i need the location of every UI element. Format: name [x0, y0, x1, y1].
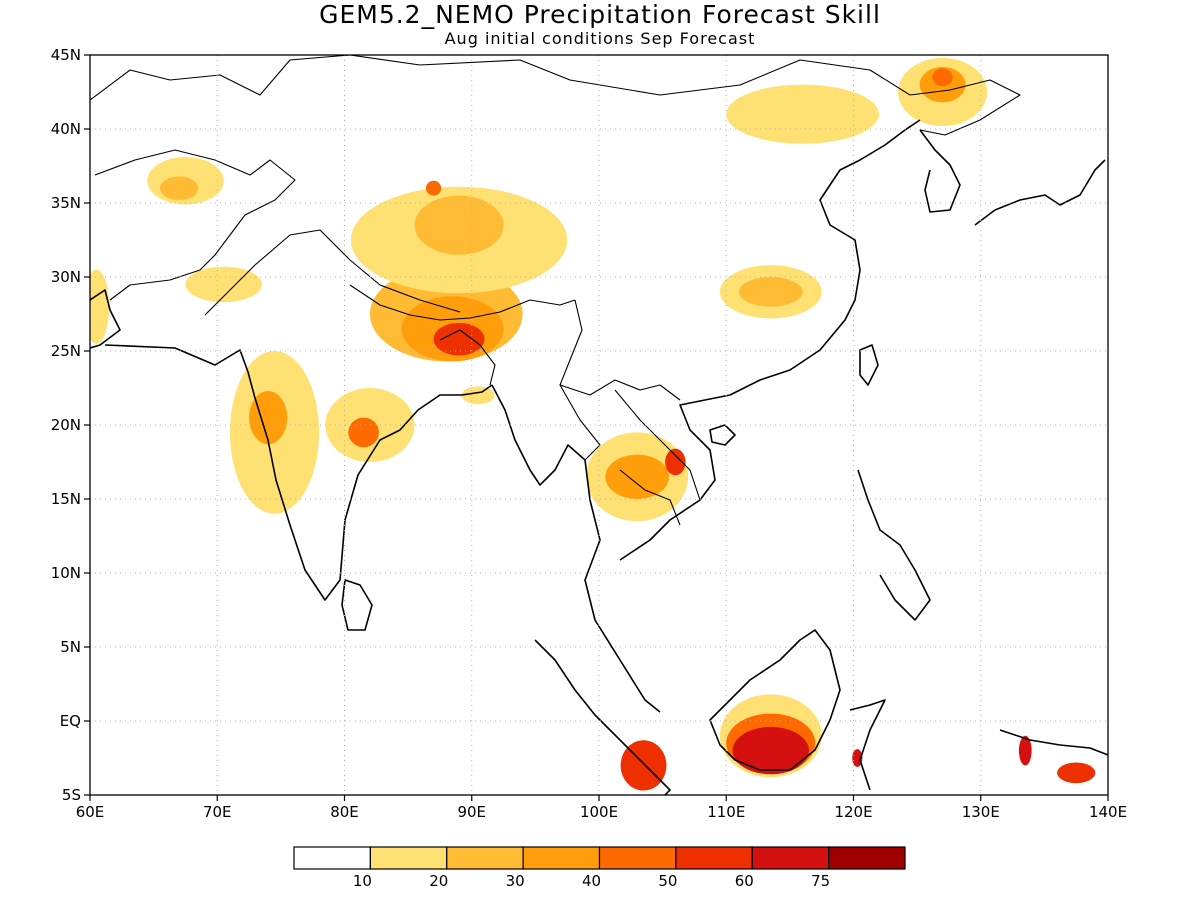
lon-tick-label: 70E: [203, 803, 232, 821]
coastline-indochina: [619, 119, 921, 561]
lon-tick-label: 110E: [707, 803, 745, 821]
skill-region-central-china: [738, 277, 803, 307]
border-pakistan-india: [204, 229, 351, 316]
colorbar-swatch: [751, 846, 830, 870]
colorbar-swatch: [446, 846, 524, 870]
border-mongolia-china: [349, 55, 911, 96]
lat-tick-label: 5S: [62, 786, 81, 804]
skill-region-new-guinea: [1057, 762, 1096, 784]
coastline-borneo: [709, 629, 841, 771]
skill-region-arabian-coast: [90, 269, 110, 344]
skill-region-afghanistan: [159, 176, 199, 201]
coastline-hainan: [709, 424, 736, 446]
lat-tick-label: 45N: [51, 46, 81, 64]
skill-region-western-india: [249, 390, 288, 445]
coastline-sumatra: [534, 639, 671, 795]
skill-region-eastern-india: [348, 417, 379, 448]
map-title: GEM5.2_NEMO Precipitation Forecast Skill: [319, 0, 881, 29]
colorbar-label: 50: [658, 872, 677, 890]
skill-region-himalaya-foothills: [433, 322, 485, 356]
colorbar-swatch: [598, 846, 677, 870]
skill-region-north-china: [726, 84, 879, 144]
coastline-korea: [919, 129, 961, 213]
border-thai-cambodia: [619, 469, 681, 526]
border-himalaya: [349, 284, 576, 321]
coastline-newguinea: [999, 729, 1108, 756]
colorbar-swatch: [369, 846, 448, 870]
border-afghanistan: [94, 149, 296, 301]
lon-tick-label: 140E: [1089, 803, 1127, 821]
lat-tick-label: 25N: [51, 342, 81, 360]
border-china-ne: [909, 79, 1021, 136]
lat-tick-label: 30N: [51, 268, 81, 286]
border-burma-thai: [559, 384, 601, 461]
skill-region-tibet-plateau: [414, 195, 504, 255]
lon-tick-label: 130E: [962, 803, 1000, 821]
lon-tick-label: 90E: [457, 803, 486, 821]
colorbar-label: 20: [429, 872, 448, 890]
colorbar-swatch: [675, 846, 753, 870]
colorbar-label: 75: [811, 872, 830, 890]
colorbar-swatch: [828, 846, 906, 870]
border-bangladesh: [439, 329, 496, 386]
skill-region-laos-vietnam: [665, 448, 686, 476]
colorbar-label: 40: [582, 872, 601, 890]
coastline-taiwan: [859, 344, 879, 386]
coastline-arabia-persia: [90, 289, 121, 349]
lat-tick-label: EQ: [60, 712, 81, 730]
skill-region-indochina: [605, 454, 669, 499]
lon-tick-label: 100E: [580, 803, 618, 821]
coastline-japan: [974, 159, 1106, 226]
skill-region-pakistan: [185, 266, 262, 303]
coastline-srilanka: [341, 579, 373, 631]
skill-region-bay-of-bengal-coast: [461, 386, 495, 405]
lat-tick-label: 15N: [51, 490, 81, 508]
border-nepal: [349, 259, 461, 313]
lat-tick-label: 10N: [51, 564, 81, 582]
border-laos: [614, 389, 701, 501]
coastline-philippines: [857, 469, 931, 621]
border-burma-china: [559, 299, 681, 401]
skill-region-sulawesi: [852, 749, 863, 767]
skill-region-tibet-plateau: [425, 180, 442, 196]
border-central-asia: [90, 55, 351, 101]
colorbar-swatch: [293, 846, 371, 870]
colorbar-swatch: [522, 846, 601, 870]
map-subtitle: Aug initial conditions Sep Forecast: [444, 29, 756, 48]
lon-tick-label: 80E: [330, 803, 359, 821]
lon-tick-label: 120E: [834, 803, 872, 821]
lat-tick-label: 40N: [51, 120, 81, 138]
skill-region-borneo: [732, 726, 809, 775]
coastline-india: [104, 344, 493, 601]
colorbar-label: 10: [353, 872, 372, 890]
coastline-sulawesi: [849, 699, 886, 791]
skill-region-new-guinea-west: [1018, 735, 1032, 766]
lat-tick-label: 5N: [60, 638, 81, 656]
colorbar-label: 30: [506, 872, 525, 890]
skill-region-manchuria: [932, 68, 953, 87]
lat-tick-label: 20N: [51, 416, 81, 434]
colorbar-label: 60: [735, 872, 754, 890]
lat-tick-label: 35N: [51, 194, 81, 212]
lon-tick-label: 60E: [76, 803, 105, 821]
